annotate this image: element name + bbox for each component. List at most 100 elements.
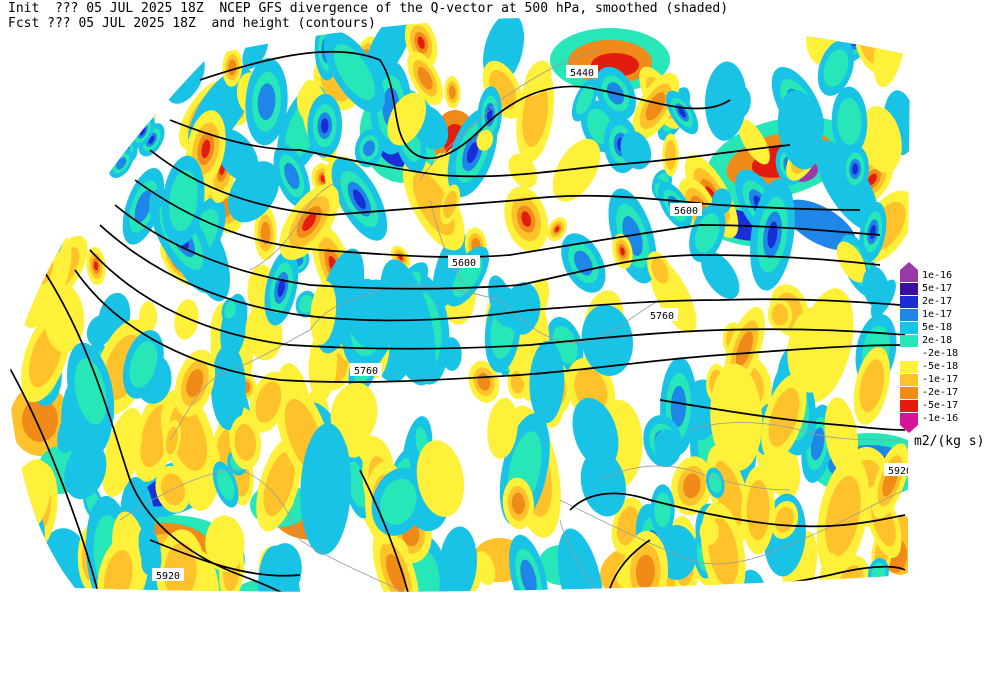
divergence-blob bbox=[102, 407, 143, 498]
divergence-blob bbox=[320, 118, 329, 134]
divergence-blob bbox=[148, 608, 192, 632]
divergence-blob bbox=[74, 358, 107, 425]
divergence-blob bbox=[216, 468, 235, 501]
legend-swatch bbox=[900, 309, 918, 321]
divergence-blob bbox=[37, 179, 56, 205]
divergence-blob bbox=[635, 554, 655, 590]
divergence-blob bbox=[8, 53, 55, 134]
divergence-blob bbox=[120, 593, 216, 643]
divergence-blob bbox=[823, 49, 849, 87]
height-contour bbox=[99, 224, 901, 322]
divergence-blob bbox=[159, 48, 178, 74]
contour-label: 5440 bbox=[570, 68, 594, 79]
divergence-blob bbox=[443, 190, 457, 218]
legend-swatch bbox=[900, 413, 918, 425]
contour-label: 5760 bbox=[650, 311, 674, 322]
contour-label: 5760 bbox=[354, 366, 378, 377]
height-contours bbox=[8, 50, 906, 592]
header-line-2: Fcst ??? 05 JUL 2025 18Z and height (con… bbox=[8, 16, 376, 31]
divergence-blob bbox=[320, 175, 326, 183]
divergence-blob bbox=[68, 69, 100, 116]
divergence-blob bbox=[169, 404, 208, 471]
divergence-blob bbox=[417, 36, 425, 49]
divergence-blob bbox=[102, 79, 113, 100]
divergence-blob bbox=[837, 97, 862, 146]
coastline bbox=[249, 179, 341, 271]
divergence-blob bbox=[529, 340, 565, 424]
legend-swatch bbox=[900, 400, 918, 412]
contour-label-bg bbox=[884, 463, 910, 476]
height-contour bbox=[149, 149, 861, 216]
divergence-blob bbox=[738, 118, 770, 165]
divergence-blob bbox=[310, 280, 337, 345]
divergence-blob bbox=[711, 188, 732, 215]
divergence-blob bbox=[8, 129, 40, 179]
divergence-blob bbox=[104, 83, 111, 96]
divergence-blob bbox=[164, 55, 173, 67]
divergence-blob bbox=[522, 80, 549, 148]
legend-swatch bbox=[900, 283, 918, 295]
divergence-blob bbox=[257, 83, 276, 121]
divergence-blob bbox=[300, 423, 352, 555]
divergence-blob bbox=[768, 388, 800, 447]
legend-label: -5e-18 bbox=[922, 361, 959, 372]
divergence-blob bbox=[284, 162, 300, 190]
legend-label: 5e-18 bbox=[922, 322, 953, 333]
divergence-blob bbox=[825, 475, 861, 557]
contour-label: 5600 bbox=[674, 206, 698, 217]
divergence-blob bbox=[43, 40, 70, 86]
contour-label: 5920 bbox=[156, 571, 180, 582]
legend-label: -1e-17 bbox=[922, 374, 959, 385]
divergence-blob bbox=[520, 559, 537, 592]
divergence-blob bbox=[18, 148, 27, 160]
divergence-blob bbox=[277, 278, 286, 297]
divergence-blob bbox=[35, 35, 86, 118]
divergence-blob bbox=[186, 369, 204, 398]
coastline bbox=[559, 489, 906, 565]
divergence-blob bbox=[508, 153, 538, 188]
divergence-blob bbox=[27, 561, 51, 592]
legend-label: -1e-16 bbox=[922, 413, 959, 424]
divergence-blob bbox=[33, 251, 43, 270]
divergence-blob bbox=[416, 440, 465, 517]
divergence-blob bbox=[705, 61, 747, 141]
divergence-blob bbox=[28, 245, 48, 276]
divergence-blob bbox=[699, 518, 719, 546]
divergence-blob bbox=[60, 58, 108, 127]
divergence-blob bbox=[94, 65, 121, 113]
divergence-blob bbox=[670, 385, 687, 428]
divergence-blob bbox=[36, 230, 55, 259]
divergence-blob bbox=[205, 515, 245, 572]
divergence-blob bbox=[448, 85, 456, 99]
divergence-blob bbox=[867, 173, 877, 186]
contour-labels: 5440 5600 5600 5760 5760 5920 5920 bbox=[152, 65, 910, 582]
divergence-blob bbox=[664, 140, 677, 170]
coastline bbox=[599, 465, 791, 491]
divergence-blob bbox=[86, 315, 113, 347]
divergence-blob bbox=[352, 189, 366, 210]
divergence-blob bbox=[98, 73, 117, 106]
legend-units: m2/(kg s) bbox=[914, 434, 985, 449]
divergence-blob bbox=[165, 426, 179, 455]
legend-label: 5e-17 bbox=[922, 283, 953, 294]
divergence-blob bbox=[487, 397, 518, 459]
divergence-blob bbox=[557, 528, 604, 592]
divergence-blob bbox=[654, 492, 671, 528]
coastline bbox=[419, 49, 601, 181]
divergence-blob bbox=[654, 429, 680, 466]
divergence-blob bbox=[210, 344, 246, 431]
divergence-blob bbox=[168, 170, 198, 232]
divergence-blob bbox=[76, 156, 89, 172]
coastline bbox=[559, 519, 651, 592]
divergence-blob bbox=[859, 359, 885, 413]
divergence-blob bbox=[710, 363, 763, 471]
divergence-blob bbox=[43, 284, 85, 353]
divergence-blob bbox=[860, 106, 902, 173]
divergence-blob bbox=[234, 423, 257, 461]
height-contour bbox=[359, 469, 431, 592]
divergence-blob bbox=[525, 60, 552, 96]
divergence-blob bbox=[701, 251, 740, 299]
legend-label: -2e-17 bbox=[922, 387, 959, 398]
divergence-blob bbox=[620, 247, 625, 256]
